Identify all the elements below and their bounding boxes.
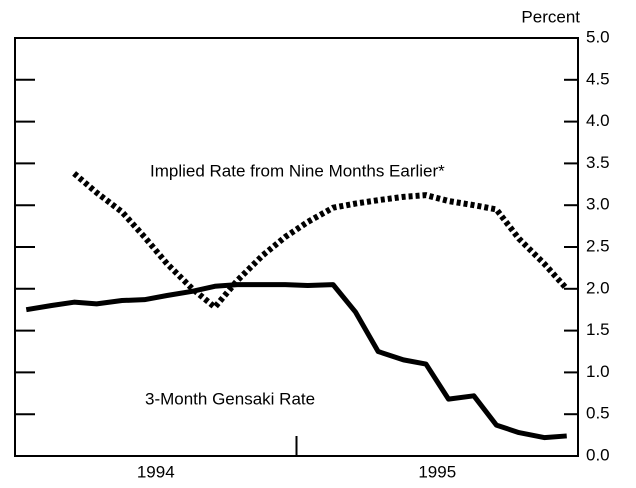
y-tick-label: 2.5	[586, 236, 610, 255]
y-tick-label: 1.5	[586, 320, 610, 339]
y-tick-label: 2.0	[586, 278, 610, 297]
y-axis-label: Percent	[521, 7, 580, 26]
line-series	[72, 171, 569, 312]
x-tick-label: 1995	[418, 462, 456, 481]
y-tick-label: 0.5	[586, 404, 610, 423]
y-tick-label: 3.0	[586, 195, 610, 214]
series-label: 3-Month Gensaki Rate	[145, 389, 315, 408]
line-series	[25, 282, 567, 441]
x-tick-label: 1994	[137, 462, 175, 481]
y-tick-label: 4.0	[586, 111, 610, 130]
y-tick-label: 1.0	[586, 362, 610, 381]
y-tick-label: 4.5	[586, 69, 610, 88]
y-tick-label: 5.0	[586, 27, 610, 46]
series-label: Implied Rate from Nine Months Earlier*	[150, 161, 445, 180]
y-tick-label: 0.0	[586, 445, 610, 464]
y-tick-label: 3.5	[586, 153, 610, 172]
